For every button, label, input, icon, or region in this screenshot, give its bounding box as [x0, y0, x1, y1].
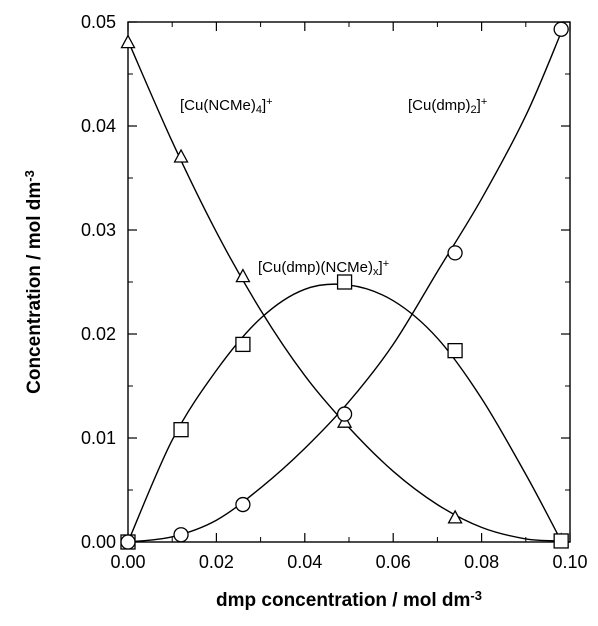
triangle-series-label: [Cu(NCMe)4]+	[180, 96, 273, 116]
circle-point	[553, 21, 569, 37]
y-tick-label: 0.02	[81, 324, 116, 344]
triangle-point	[235, 268, 251, 283]
x-axis-title: dmp concentration / mol dm-3	[216, 588, 482, 611]
square-point	[336, 274, 353, 290]
y-tick-label: 0.05	[81, 12, 116, 32]
circle-point	[447, 245, 463, 261]
square-point	[553, 533, 569, 549]
triangle-point	[447, 509, 463, 524]
square-series-label: [Cu(dmp)(NCMe)x]+	[258, 258, 389, 278]
y-tick-label: 0.01	[81, 428, 116, 448]
x-tick-label: 0.04	[287, 552, 322, 572]
x-tick-label: 0.10	[552, 552, 587, 572]
y-tick-label: 0.04	[81, 116, 116, 136]
circle-point	[336, 406, 353, 422]
square-point	[173, 422, 189, 438]
triangle-point	[120, 34, 136, 49]
x-tick-label: 0.08	[464, 552, 499, 572]
triangle-series-line	[127, 40, 562, 542]
circle-point	[120, 534, 136, 550]
x-tick-label: 0.06	[376, 552, 411, 572]
triangle-point	[173, 148, 189, 163]
y-tick-label: 0.03	[81, 220, 116, 240]
y-axis-title: Concentration / mol dm-3	[22, 170, 45, 394]
square-point	[447, 342, 463, 359]
circle-point	[235, 496, 251, 513]
y-tick-label: 0.00	[81, 532, 116, 552]
circle-series-line	[127, 32, 562, 543]
x-tick-label: 0.02	[199, 552, 234, 572]
x-tick-label: 0.00	[110, 552, 145, 572]
circle-point	[173, 527, 189, 543]
circle-series-label: [Cu(dmp)2]+	[408, 96, 487, 116]
square-point	[235, 336, 251, 353]
